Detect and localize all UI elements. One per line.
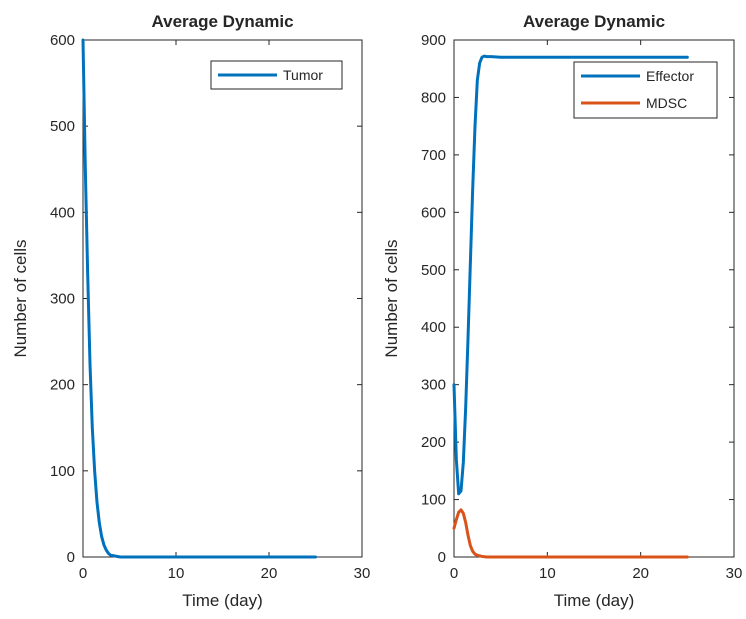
chart-1-y-tick-label: 400: [50, 204, 75, 221]
chart-2-x-tick-label: 0: [450, 565, 458, 582]
chart-1-axes-box: [82, 39, 363, 558]
chart-1-x-axis-label: Time (day): [182, 591, 263, 610]
chart-2-x-tick-label: 20: [632, 565, 649, 582]
chart-2-x-tick-label: 30: [726, 565, 743, 582]
chart-2-series-line-mdsc: [452, 508, 689, 559]
chart-2-y-tick-label: 800: [421, 89, 446, 106]
chart-2-axes-box: [453, 39, 735, 558]
chart-1-series-line-tumor: [81, 38, 317, 559]
chart-2-y-tick-label: 500: [421, 262, 446, 279]
chart-2-series-line-effector: [452, 54, 689, 496]
chart-1-y-axis-label: Number of cells: [11, 239, 30, 357]
chart-2-y-tick-label: 100: [421, 492, 446, 509]
chart-2-y-tick-label: 900: [421, 32, 446, 49]
chart-2-y-tick-label: 300: [421, 377, 446, 394]
chart-2-legend-label-effector: Effector: [646, 68, 694, 84]
chart-1-y-tick-label: 200: [50, 377, 75, 394]
chart-2-y-tick-label: 0: [438, 549, 446, 566]
chart-2-x-axis-label: Time (day): [554, 591, 635, 610]
chart-2-legend: [573, 61, 718, 119]
chart-1-x-tick-label: 0: [79, 565, 87, 582]
chart-2-y-axis-label: Number of cells: [382, 239, 401, 357]
chart-1-legend-label-tumor: Tumor: [283, 67, 323, 83]
chart-2-legend-label-mdsc: MDSC: [646, 95, 687, 111]
chart-1-y-tick-label: 100: [50, 463, 75, 480]
chart-1-y-tick-label: 0: [67, 549, 75, 566]
chart-1-x-tick-label: 10: [168, 565, 185, 582]
chart-1-x-tick-label: 30: [354, 565, 371, 582]
chart-2-y-tick-label: 700: [421, 147, 446, 164]
chart-2-y-tick-label: 600: [421, 204, 446, 221]
chart-2-y-tick-label: 400: [421, 319, 446, 336]
chart-1-y-tick-label: 600: [50, 32, 75, 49]
effector-mdsc-chart-panel: 0 10 20 300100200300400500600700800900Avera…: [382, 12, 742, 610]
chart-2-y-tick-label: 200: [421, 434, 446, 451]
chart-1-x-tick-label: 20: [261, 565, 278, 582]
chart-2-x-tick-label: 10: [539, 565, 556, 582]
chart-1-y-tick-label: 300: [50, 291, 75, 308]
chart-1-title: Average Dynamic: [151, 12, 293, 31]
chart-1-y-tick-label: 500: [50, 118, 75, 135]
chart-2-title: Average Dynamic: [523, 12, 665, 31]
